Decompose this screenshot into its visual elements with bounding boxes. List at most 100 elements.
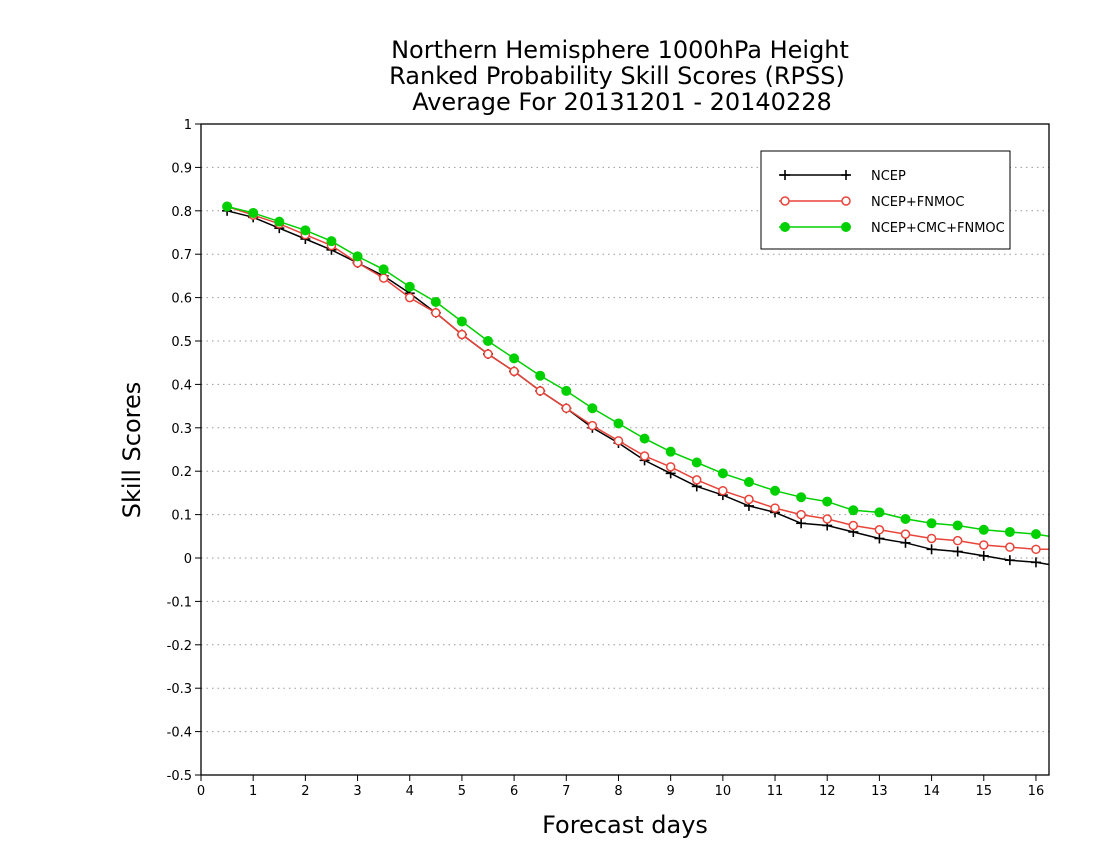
- data-point: [326, 236, 337, 247]
- data-point: [796, 492, 807, 503]
- data-point: [378, 273, 389, 283]
- data-point: [796, 518, 807, 529]
- data-point: [717, 468, 728, 479]
- y-tick-label: 0.3: [171, 422, 192, 437]
- data-point: [952, 535, 963, 546]
- legend-marker: [841, 222, 851, 232]
- legend-label: NCEP+CMC+FNMOC: [871, 221, 1005, 236]
- data-point: [456, 316, 467, 327]
- data-point: [848, 505, 859, 516]
- series-ncep-fnmoc: [222, 201, 1049, 555]
- data-point: [718, 485, 728, 496]
- data-point: [509, 366, 519, 377]
- legend-marker: [780, 222, 790, 232]
- legend-marker: [780, 196, 790, 206]
- data-point: [509, 353, 520, 364]
- data-point: [874, 507, 885, 518]
- data-point: [691, 457, 702, 468]
- data-point: [561, 385, 572, 396]
- x-tick-label: 1: [249, 784, 257, 799]
- x-tick-label: 11: [767, 784, 784, 799]
- data-point: [1005, 542, 1015, 552]
- data-point: [770, 485, 781, 496]
- data-point: [822, 496, 833, 507]
- data-point: [587, 420, 598, 431]
- legend-box: [760, 150, 1011, 250]
- data-point: [587, 403, 598, 414]
- y-tick-label: 0.7: [171, 248, 192, 263]
- x-tick-label: 2: [301, 784, 309, 799]
- data-point: [1030, 557, 1041, 568]
- data-point: [404, 281, 415, 292]
- y-tick-label: 0: [184, 552, 192, 567]
- legend-entry: NCEP: [779, 169, 906, 184]
- data-point: [248, 207, 259, 218]
- x-tick-label: 7: [562, 784, 570, 799]
- y-tick-label: -0.5: [167, 769, 192, 784]
- data-point: [665, 446, 676, 457]
- data-point: [404, 292, 415, 303]
- y-tick-label: 0.2: [171, 465, 192, 480]
- data-point: [1031, 544, 1041, 555]
- data-point: [613, 436, 624, 446]
- legend-marker: [841, 196, 851, 206]
- data-point: [926, 518, 937, 529]
- data-point: [952, 546, 963, 557]
- x-tick-label: 14: [923, 784, 940, 799]
- series-line: [226, 205, 1050, 538]
- chart-title-line-2: Ranked Probability Skill Scores (RPSS): [389, 62, 845, 90]
- y-tick-label: -0.2: [167, 639, 192, 654]
- data-point: [874, 533, 885, 544]
- y-tick-label: 0.8: [171, 205, 192, 220]
- x-axis-ticks: 0 1 2 3 4 5 6 7 8 9 10 11 12 13 14 15 16: [197, 775, 1044, 799]
- plot-series: [222, 201, 1050, 568]
- legend-marker: [841, 170, 851, 180]
- x-axis-label: Forecast days: [542, 811, 708, 839]
- data-point: [743, 477, 754, 488]
- data-point: [744, 494, 754, 505]
- legend: NCEP NCEP+FNMOC NCEP+CMC+FNMOC: [760, 150, 1011, 250]
- data-point: [822, 514, 832, 524]
- x-tick-label: 15: [975, 784, 992, 799]
- x-tick-label: 4: [406, 784, 414, 799]
- y-tick-label: -0.3: [167, 682, 192, 697]
- y-tick-label: 1: [184, 118, 192, 133]
- legend-label: NCEP+FNMOC: [871, 195, 964, 210]
- data-point: [900, 537, 911, 548]
- data-point: [300, 225, 311, 236]
- data-point: [457, 329, 467, 340]
- x-tick-label: 0: [197, 784, 205, 799]
- data-point: [926, 544, 937, 555]
- y-axis-ticks: 1 0.9 0.8 0.7 0.6 0.5 0.4 0.3 0.2 0.1 0 -0.1 -0.2 -0.…: [167, 118, 201, 784]
- chart-title: Northern Hemisphere 1000hPa Height Ranke…: [389, 36, 849, 116]
- x-tick-label: 8: [614, 784, 622, 799]
- data-point: [979, 540, 989, 550]
- data-point: [926, 533, 937, 544]
- series-line: [226, 205, 1049, 551]
- x-tick-label: 5: [458, 784, 466, 799]
- data-point: [613, 418, 624, 429]
- legend-entry: NCEP+CMC+FNMOC: [779, 221, 1005, 236]
- data-point: [222, 201, 233, 212]
- data-point: [274, 216, 285, 227]
- legend-entry: NCEP+FNMOC: [779, 195, 964, 210]
- data-point: [900, 529, 911, 539]
- data-point: [874, 525, 885, 535]
- x-tick-label: 10: [715, 784, 732, 799]
- y-tick-label: 0.4: [171, 378, 192, 393]
- x-tick-label: 6: [510, 784, 518, 799]
- data-point: [535, 370, 546, 381]
- x-tick-label: 16: [1028, 784, 1045, 799]
- data-point: [535, 386, 545, 396]
- x-tick-label: 12: [819, 784, 836, 799]
- series-ncep-cmc-fnmoc: [222, 201, 1050, 540]
- y-tick-label: 0.6: [171, 292, 192, 307]
- series-line: [226, 210, 1050, 566]
- chart-title-line-3: Average For 20131201 - 20140228: [412, 88, 832, 116]
- legend-marker: [780, 170, 790, 180]
- data-point: [430, 296, 441, 307]
- data-point: [978, 550, 989, 561]
- plot-frame: [200, 123, 1050, 776]
- data-point: [639, 451, 650, 461]
